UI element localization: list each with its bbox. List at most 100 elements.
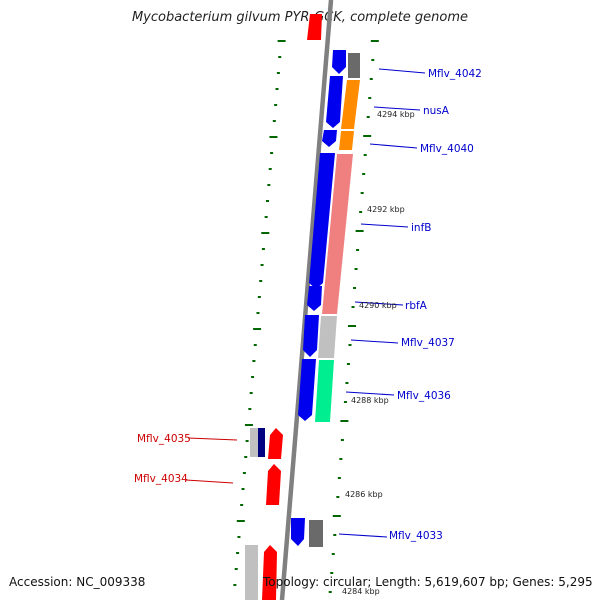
grid-ticks (233, 40, 379, 593)
forward-cds-track (291, 50, 346, 546)
scale-tick (267, 184, 271, 186)
scale-tick (348, 344, 352, 346)
kbp-label-4290: 4290 kbp (359, 301, 397, 310)
scale-tick (257, 296, 261, 298)
scale-tick (355, 230, 364, 232)
scale-tick (269, 136, 278, 138)
scale-tick (236, 552, 240, 554)
scale-tick (253, 344, 257, 346)
scale-tick (266, 200, 269, 202)
scale-tick (276, 72, 280, 74)
scale-tick (268, 168, 272, 170)
scale-tick (354, 268, 358, 270)
scale-tick (363, 154, 367, 156)
scale-tick (359, 211, 363, 213)
scale-tick (264, 216, 268, 218)
cog-block-aquamarine[interactable] (315, 360, 334, 422)
gene-arrow-mflv-4042[interactable] (332, 50, 346, 74)
scale-tick (237, 536, 241, 538)
scale-tick (260, 264, 264, 266)
cog-block-pink[interactable] (322, 154, 353, 314)
scale-tick (363, 135, 372, 137)
scale-tick (362, 173, 366, 175)
genome-backbone (279, 0, 334, 600)
cog-block-orange[interactable] (341, 80, 360, 129)
scale-tick (356, 249, 360, 251)
scale-tick (275, 88, 279, 90)
gene-label-mflv-4036[interactable]: Mflv_4036 (397, 390, 451, 402)
scale-tick (252, 360, 256, 362)
map-title: Mycobacterium gilvum PYR-GCK, complete g… (131, 10, 469, 25)
scale-tick (370, 40, 379, 42)
scale-tick (337, 477, 341, 479)
scale-tick (241, 488, 245, 490)
scale-tick (348, 325, 356, 327)
label-leaders (185, 68, 426, 538)
cog-block-silver[interactable] (318, 316, 337, 358)
gene-arrow-rbfA[interactable] (307, 286, 322, 311)
kbp-label-4284: 4284 kbp (342, 587, 380, 596)
scale-tick (248, 408, 252, 410)
kbp-label-4292: 4292 kbp (367, 205, 405, 214)
scale-tick (353, 287, 357, 289)
gene-arrow-nusA[interactable] (326, 76, 343, 128)
gene-arrow-mflv-4037[interactable] (303, 315, 319, 357)
scale-tick (340, 439, 344, 441)
scale-tick (261, 232, 270, 234)
scale-tick (336, 496, 340, 498)
reverse-gene-top[interactable] (307, 14, 322, 40)
scale-tick (330, 572, 334, 574)
gene-label-mflv-4034[interactable]: Mflv_4034 (134, 473, 188, 485)
gene-label-nusA[interactable]: nusA (423, 105, 450, 117)
gene-label-mflv-4037[interactable]: Mflv_4037 (401, 337, 455, 349)
scale-tick (253, 328, 262, 330)
gene-label-mflv-4040[interactable]: Mflv_4040 (420, 143, 474, 155)
scale-tick (331, 553, 335, 555)
gene-arrow-mflv-4036[interactable] (298, 359, 316, 421)
scale-tick (240, 504, 244, 506)
scale-tick (345, 382, 349, 384)
cog-block-gray-lower[interactable] (309, 520, 323, 547)
cog-block-mflv-4035-silver[interactable] (250, 428, 260, 457)
scale-tick (371, 59, 375, 61)
gene-label-rbfA[interactable]: rbfA (405, 300, 428, 312)
scale-tick (366, 116, 370, 118)
scale-tick (339, 458, 343, 460)
accession-text: Accession: NC_009338 (9, 575, 146, 589)
scale-tick (277, 40, 286, 42)
scale-tick (333, 534, 337, 536)
scale-tick (236, 520, 245, 522)
cog-block-orange-small[interactable] (339, 131, 354, 150)
scale-tick (233, 584, 237, 586)
cog-block-mflv-4035-navy[interactable] (258, 428, 265, 457)
gene-arrow-mflv-4040[interactable] (322, 130, 337, 147)
scale-tick (340, 420, 349, 422)
scale-tick (249, 392, 253, 394)
scale-tick (272, 120, 276, 122)
gene-label-mflv-4042[interactable]: Mflv_4042 (428, 68, 482, 80)
gene-arrow-infB[interactable] (309, 153, 335, 289)
cog-block-gray[interactable] (348, 53, 360, 78)
gene-arrow-mflv-4033[interactable] (291, 518, 305, 546)
scale-tick (274, 104, 278, 106)
scale-tick (369, 78, 373, 80)
gene-label-mflv-4035[interactable]: Mflv_4035 (137, 433, 191, 445)
cog-track (309, 53, 360, 547)
scale-tick (245, 440, 249, 442)
gene-arrow-mflv-4034[interactable] (266, 464, 281, 505)
gene-arrow-mflv-4035[interactable] (268, 428, 283, 459)
scale-tick (328, 591, 332, 593)
scale-tick (261, 248, 265, 250)
cog-block-bottom-silver[interactable] (245, 545, 258, 600)
scale-tick (278, 56, 282, 58)
scale-tick (343, 401, 347, 403)
scale-tick (351, 306, 355, 308)
scale-tick (234, 568, 238, 570)
scale-tick (270, 152, 274, 154)
kbp-label-4286: 4286 kbp (345, 490, 383, 499)
reverse-cds-track (245, 428, 283, 600)
gene-label-infB[interactable]: infB (411, 222, 431, 234)
gene-arrow-bottom-red[interactable] (262, 545, 277, 600)
gene-label-mflv-4033[interactable]: Mflv_4033 (389, 530, 443, 542)
